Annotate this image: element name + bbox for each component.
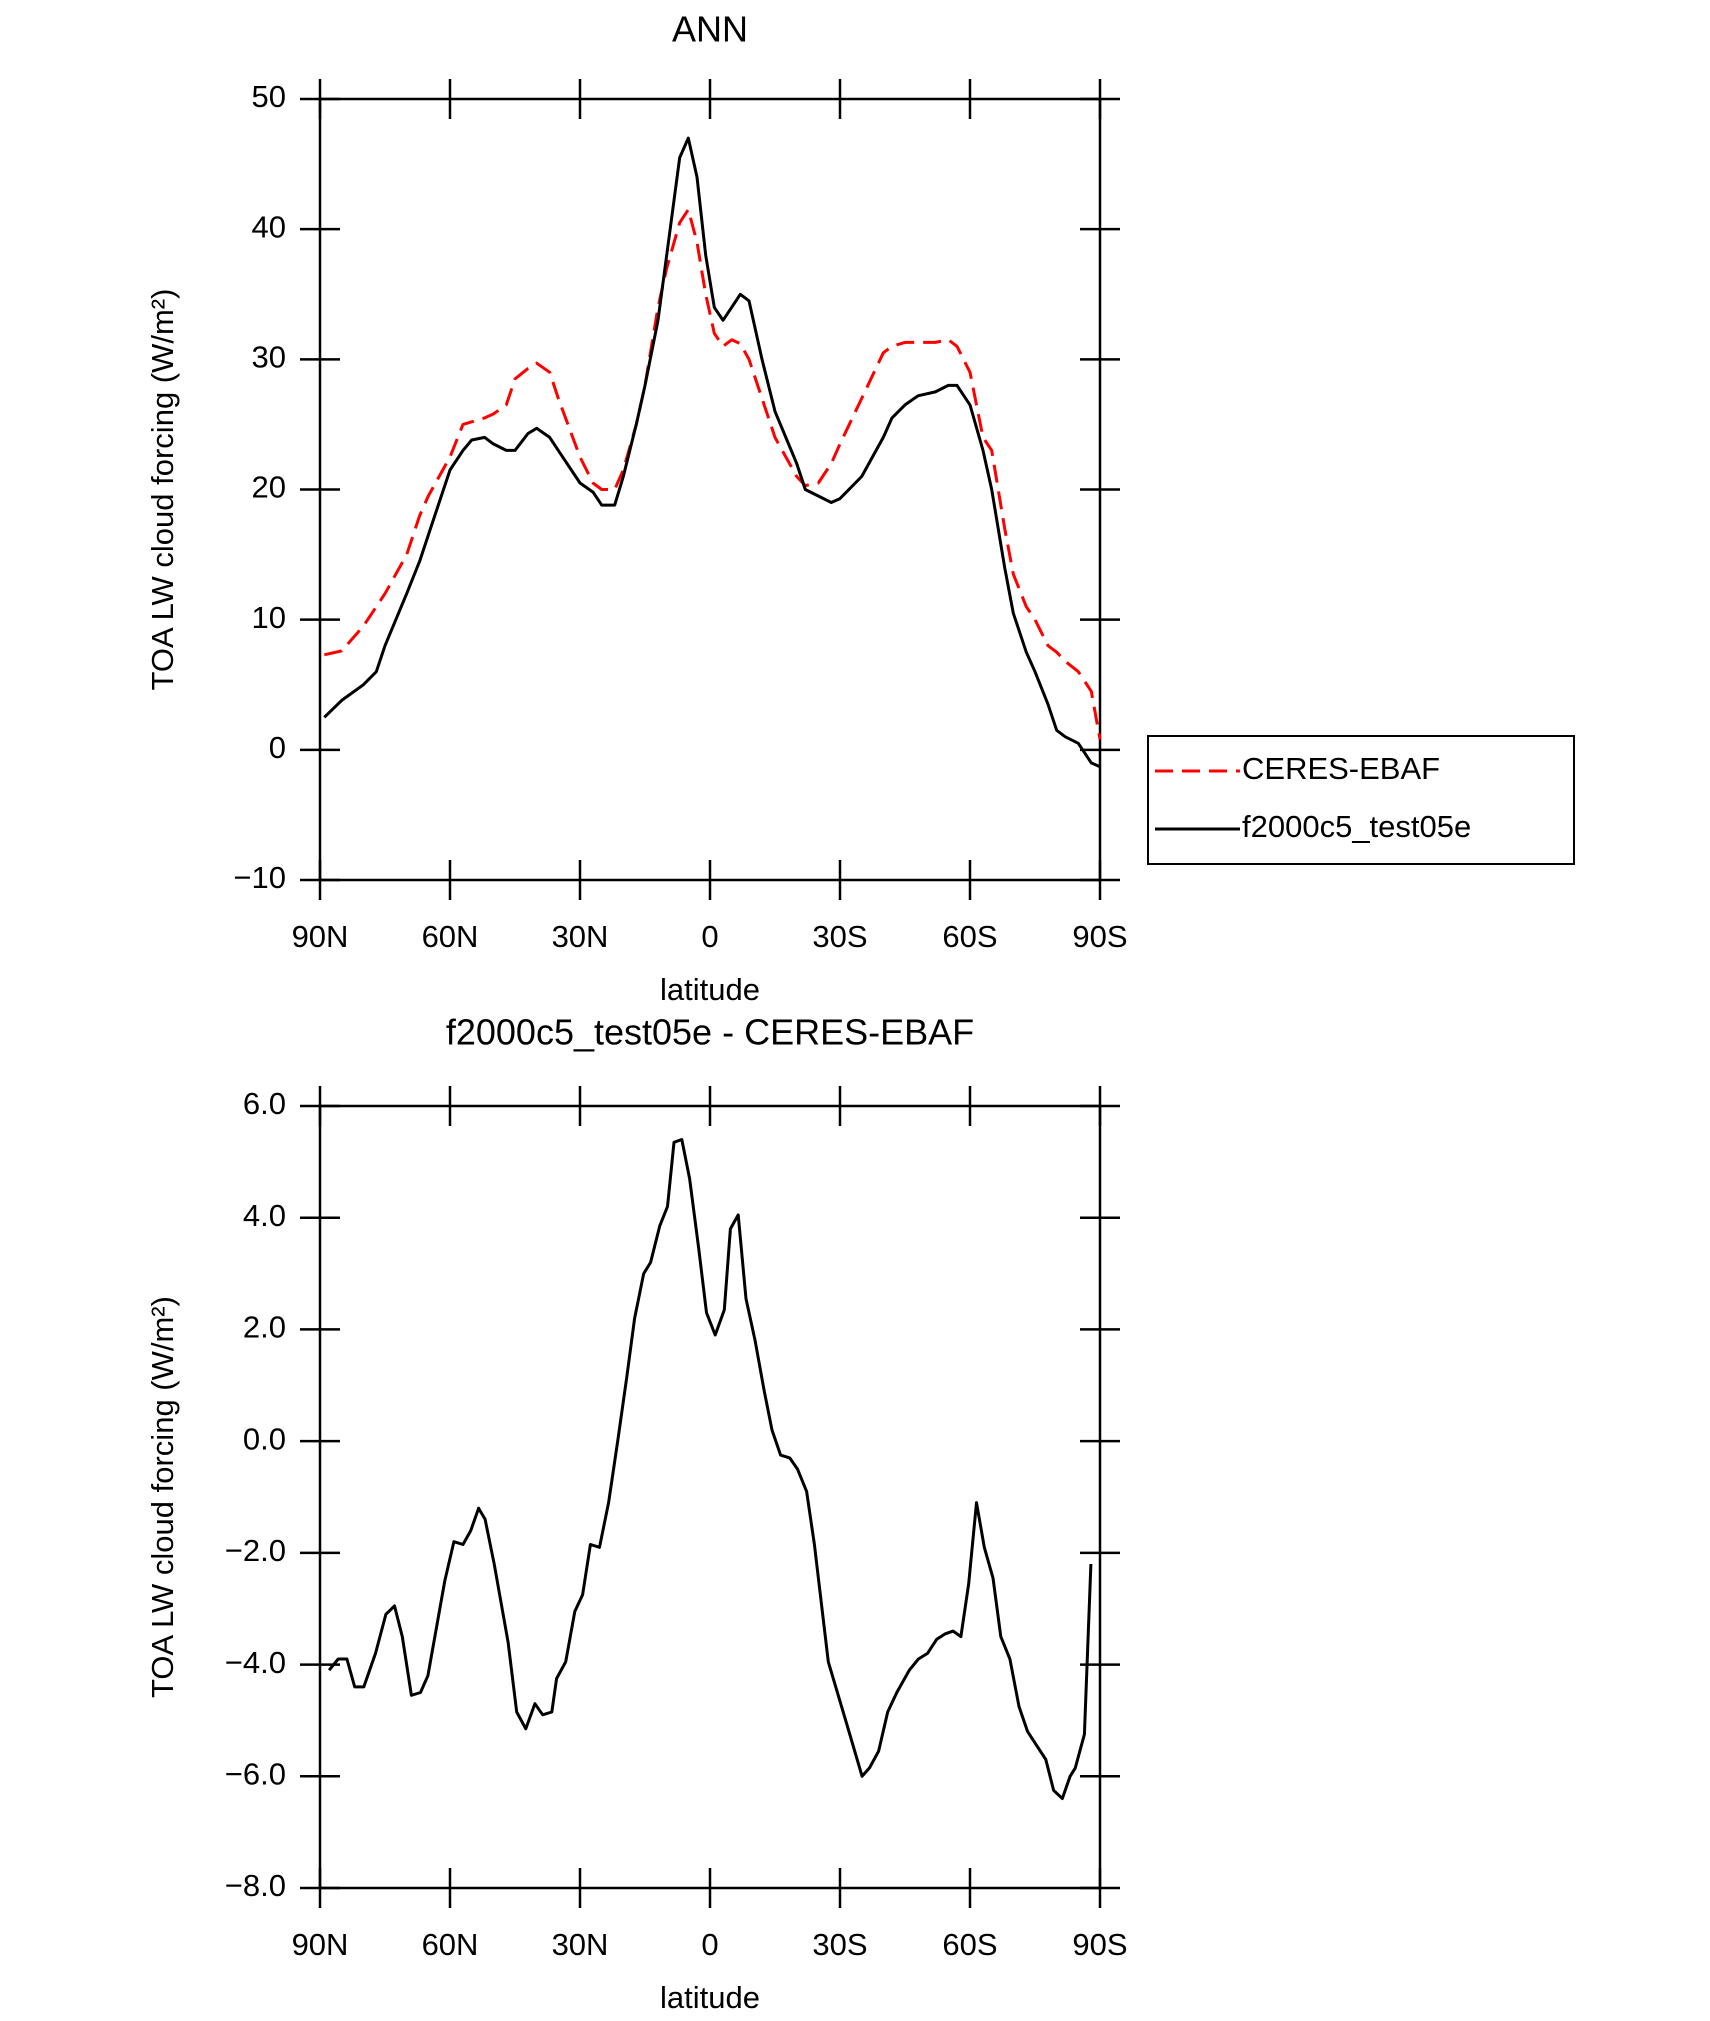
chart-title: f2000c5_test05e - CERES-EBAF [446,1012,974,1053]
y-axis-label: TOA LW cloud forcing (W/m²) [145,1296,180,1698]
y-tick-label: 6.0 [243,1086,286,1121]
y-tick-label: 2.0 [243,1310,286,1345]
x-tick-label: 30S [812,1927,867,1962]
plot-frame [318,97,1102,882]
x-tick-label: 90S [1072,919,1127,954]
x-tick-label: 0 [701,1927,718,1962]
y-tick-label: 0 [269,730,286,765]
y-axis-label: TOA LW cloud forcing (W/m²) [145,289,180,691]
x-tick-label: 90N [292,1927,349,1962]
y-tick-label: 4.0 [243,1198,286,1233]
series-line [323,208,1102,740]
x-tick-label: 30N [552,919,609,954]
x-tick-label: 60S [942,919,997,954]
y-tick-label: −8.0 [225,1868,286,1903]
legend-box [1147,735,1575,865]
y-tick-label: 0.0 [243,1421,286,1456]
legend-label: f2000c5_test05e [1242,809,1471,844]
y-tick-label: 40 [252,209,286,244]
x-tick-label: 90S [1072,1927,1127,1962]
y-tick-label: 50 [252,79,286,114]
x-tick-label: 0 [701,919,718,954]
x-tick-label: 60S [942,1927,997,1962]
y-tick-label: 20 [252,470,286,505]
y-tick-label: −4.0 [225,1645,286,1680]
y-tick-label: 10 [252,600,286,635]
x-tick-label: 90N [292,919,349,954]
x-tick-label: 60N [422,919,479,954]
y-tick-label: 30 [252,340,286,375]
chart-title: ANN [672,9,748,50]
plot-frame [318,1104,1102,1890]
series-line [327,1138,1093,1801]
y-tick-label: −10 [233,860,286,895]
x-tick-label: 60N [422,1927,479,1962]
x-axis-label: latitude [660,1980,760,2015]
series-line [323,136,1101,769]
x-tick-label: 30S [812,919,867,954]
x-axis-label: latitude [660,972,760,1007]
y-tick-label: −2.0 [225,1533,286,1568]
legend-label: CERES-EBAF [1242,751,1440,786]
y-tick-label: −6.0 [225,1756,286,1791]
x-tick-label: 30N [552,1927,609,1962]
